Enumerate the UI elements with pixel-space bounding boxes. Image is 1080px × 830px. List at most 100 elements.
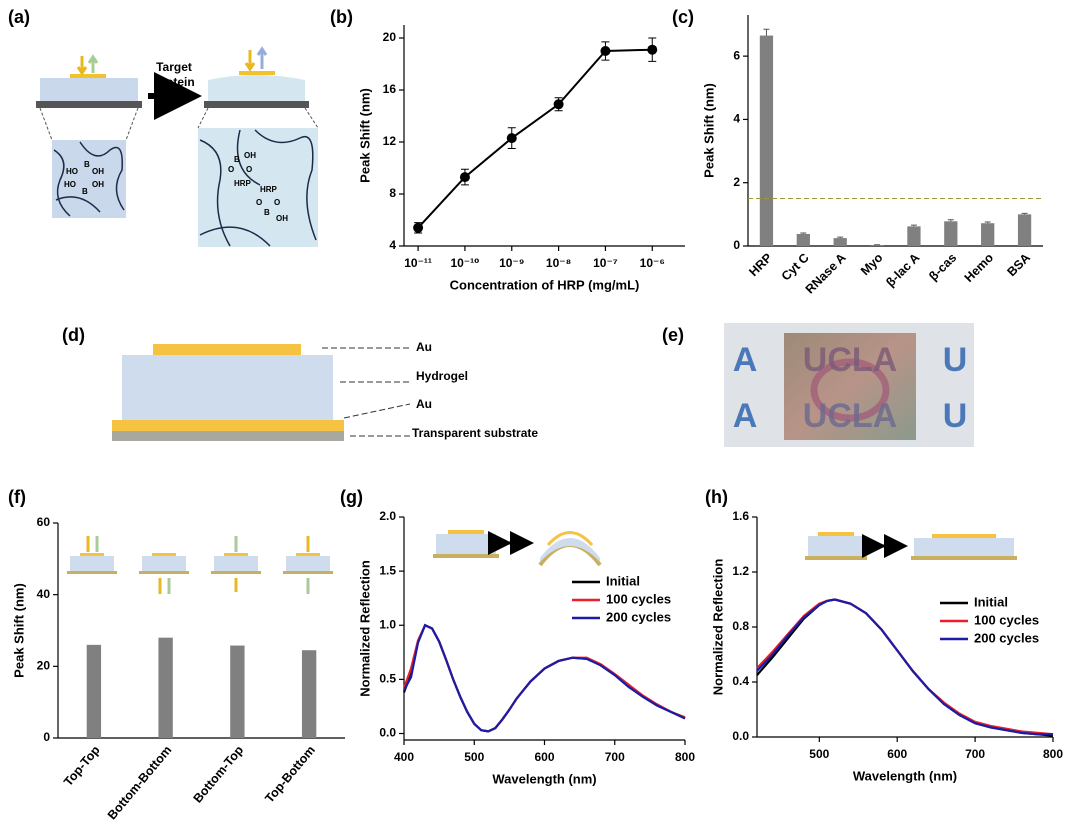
panel-label: (h) <box>705 487 728 507</box>
bar <box>759 35 774 246</box>
y-tick-label: 6 <box>733 48 740 62</box>
bar <box>796 233 810 246</box>
bar <box>230 645 245 738</box>
y-tick-label: 0.0 <box>379 726 396 740</box>
chem-label: B <box>264 208 270 217</box>
au-top <box>153 344 301 355</box>
x-tick-label: 10⁻⁹ <box>499 256 524 270</box>
y-tick-label: 4 <box>389 238 396 252</box>
arrow-label: Protein <box>153 75 194 89</box>
photo-text: A <box>733 341 758 379</box>
y-tick-label: 0 <box>733 238 740 252</box>
arrow <box>76 56 88 76</box>
point <box>459 172 470 183</box>
point <box>647 44 658 55</box>
line <box>417 48 653 229</box>
y-tick-label: 20 <box>383 30 397 44</box>
y-tick-label: 0 <box>43 730 50 744</box>
chem-label: HRP <box>234 179 252 188</box>
chem-label: OH <box>92 167 104 176</box>
photo-text: UCLA <box>803 341 897 379</box>
chem-label: B <box>84 160 90 169</box>
panel-label: (g) <box>340 487 363 507</box>
substrate <box>36 101 142 108</box>
substrate <box>204 101 309 108</box>
photo-text: A <box>733 397 758 435</box>
x-tick-label: 700 <box>965 747 985 761</box>
substrate <box>112 431 344 441</box>
y-tick-label: 20 <box>37 659 51 673</box>
line <box>403 623 686 733</box>
photo-text: UCLA <box>803 397 897 435</box>
photo-e: (e) A UCLA U A UCLA U <box>662 323 974 447</box>
error-bar <box>984 221 991 224</box>
inset-f <box>67 536 333 594</box>
x-tick-label: 10⁻¹⁰ <box>450 256 479 270</box>
arrow-label: Target <box>156 60 192 74</box>
film <box>784 333 916 440</box>
polymer <box>199 129 317 247</box>
legend-label: 100 cycles <box>606 591 671 606</box>
zoom-line <box>39 107 139 141</box>
error-bar <box>837 236 844 239</box>
bar <box>86 644 102 738</box>
bar <box>981 223 995 246</box>
x-tick-label: 10⁻⁶ <box>640 256 665 270</box>
line <box>756 598 1053 736</box>
arrow <box>244 50 256 72</box>
line <box>402 623 686 733</box>
x-tick-label: RNase A <box>803 251 849 297</box>
error-bar <box>800 232 807 234</box>
x-tick-label: 500 <box>809 747 829 761</box>
bar <box>870 245 884 246</box>
hydrogel <box>208 75 305 101</box>
point <box>413 222 424 233</box>
x-tick-label: Myo <box>858 250 886 278</box>
x-tick-label: 800 <box>1043 747 1063 761</box>
line <box>402 623 686 733</box>
error-bar <box>947 219 954 222</box>
x-tick-label: Bottom-Bottom <box>105 743 175 822</box>
y-axis-label: Peak Shift (nm) <box>357 88 372 183</box>
x-tick-label: 10⁻⁸ <box>546 256 571 270</box>
chem-label: HO <box>66 167 78 176</box>
hydrogel <box>40 78 138 101</box>
point <box>600 46 611 56</box>
x-tick-label: 400 <box>394 750 414 764</box>
y-tick-label: 2.0 <box>379 509 396 523</box>
chem-label: O <box>246 165 252 174</box>
y-tick-label: 12 <box>383 134 397 148</box>
chem-label: O <box>256 198 262 207</box>
photo-text: U <box>943 397 968 435</box>
y-tick-label: 40 <box>37 587 51 601</box>
chem-label: B <box>82 187 88 196</box>
diagram-a: (a) B HO OH HO B OH Target Protein B OH … <box>8 7 319 247</box>
arrow <box>87 54 99 73</box>
panel-label: (b) <box>330 7 353 27</box>
chem-label: OH <box>92 180 104 189</box>
bar <box>833 238 847 246</box>
y-axis-label: Normalized Reflection <box>357 560 372 697</box>
y-tick-label: 0.0 <box>732 729 749 743</box>
x-tick-label: BSA <box>1004 251 1033 280</box>
panel-label: (a) <box>8 7 30 27</box>
layer-label: Hydrogel <box>416 369 468 383</box>
polymer <box>53 141 125 217</box>
y-axis-label: Peak Shift (nm) <box>11 583 26 678</box>
chem-label: HO <box>64 180 76 189</box>
x-tick-label: β-lac A <box>883 251 922 290</box>
chem-label: B <box>234 155 240 164</box>
panel-label: (f) <box>8 487 26 507</box>
chem-label: HRP <box>260 185 278 194</box>
error-bar <box>763 28 770 36</box>
y-tick-label: 1.6 <box>732 509 749 523</box>
y-tick-label: 4 <box>733 112 740 126</box>
x-tick-label: Cyt C <box>779 251 812 284</box>
bar <box>301 650 317 738</box>
y-tick-label: 8 <box>389 186 396 200</box>
legend-label: 100 cycles <box>974 612 1039 627</box>
x-tick-label: 600 <box>887 747 907 761</box>
au-pad <box>239 71 275 75</box>
layer-label: Au <box>416 340 432 354</box>
